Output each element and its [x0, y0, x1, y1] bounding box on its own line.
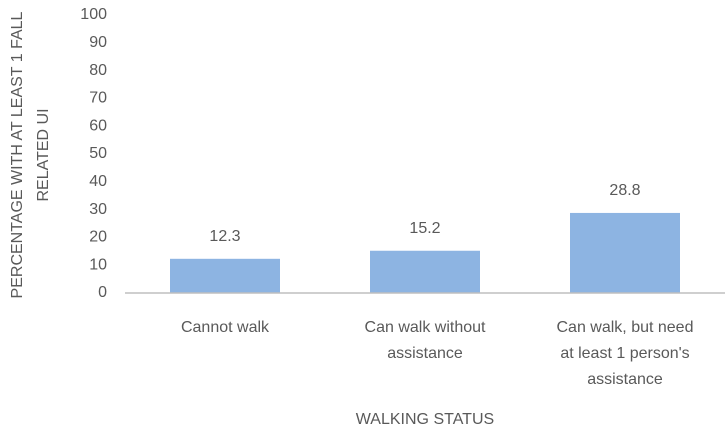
data-label: 28.8 [609, 182, 640, 199]
x-tick-label: Cannot walk [181, 319, 270, 336]
y-tick-label: 60 [89, 117, 107, 134]
x-tick-label: Can walk, but need at least 1 person's ass… [557, 319, 694, 388]
data-label: 15.2 [409, 220, 440, 237]
bar [170, 258, 280, 293]
bar [570, 212, 680, 293]
y-tick-label: 50 [89, 145, 107, 162]
y-tick-label: 90 [89, 34, 107, 51]
y-tick-label: 40 [89, 173, 107, 190]
y-tick-label: 0 [98, 284, 107, 301]
x-axis-title: WALKING STATUS [356, 411, 494, 428]
y-axis-title: PERCENTAGE WITH AT LEAST 1 FALL [9, 11, 26, 298]
bar [370, 250, 480, 293]
y-tick-label: 100 [80, 6, 107, 23]
y-axis-title: RELATED UI [35, 108, 52, 201]
y-tick-label: 20 [89, 229, 107, 246]
y-tick-label: 70 [89, 90, 107, 107]
y-tick-label: 30 [89, 201, 107, 218]
x-tick-label: Can walk without assistance [365, 319, 487, 362]
y-tick-label: 10 [89, 256, 107, 273]
y-tick-label: 80 [89, 62, 107, 79]
data-label: 12.3 [209, 228, 240, 245]
